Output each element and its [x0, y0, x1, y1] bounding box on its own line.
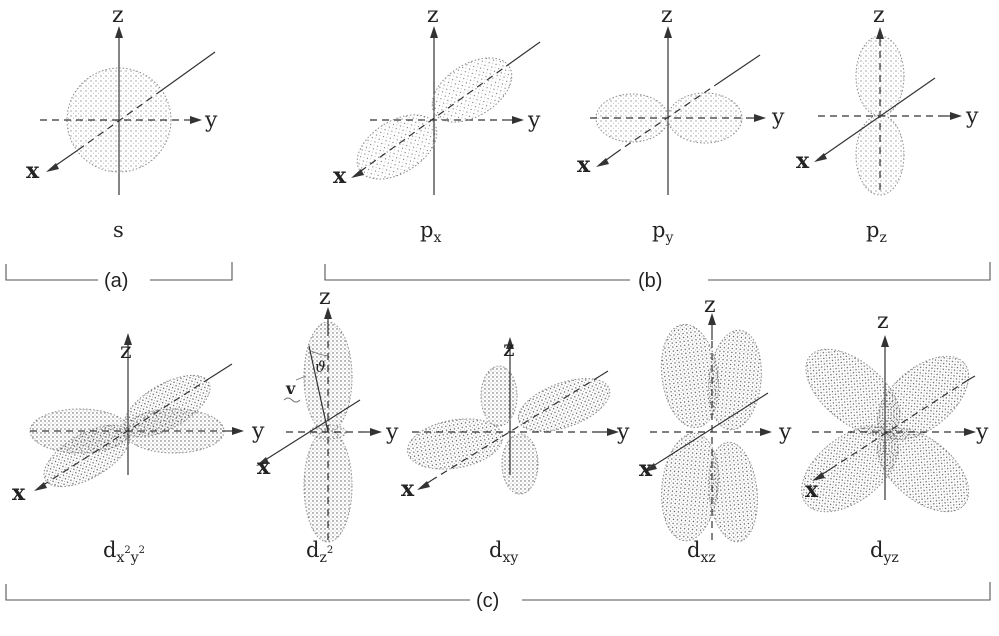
z-axis-label: z: [112, 3, 124, 28]
pz-orbital-figure: z y x pz: [796, 3, 979, 246]
y-axis-label: y: [975, 420, 989, 445]
y-axis-label: y: [204, 108, 218, 133]
group-bracket-a: (a): [5, 262, 233, 292]
dxz-orbital-figure: z y x dxz: [639, 293, 792, 566]
theta-symbol: ϑ: [315, 358, 326, 376]
dz2-orbital-figure: ϑ v z y x dz2: [256, 285, 399, 566]
z-axis-label: z: [503, 337, 515, 362]
group-bracket-b: (b): [324, 262, 991, 292]
v-vector-line: [308, 345, 329, 433]
x-axis-label: x: [26, 158, 40, 184]
orbital-label-s: s: [113, 218, 124, 242]
z-axis-label: z: [704, 293, 716, 318]
x-axis-label: x: [257, 454, 271, 480]
dxy-orbital-figure: z y x dxy: [401, 337, 630, 566]
y-axis-label: y: [778, 420, 792, 445]
orbital-label-dxz: dxz: [687, 538, 716, 566]
dyz-orbital-figure: z y x dyz: [801, 309, 989, 566]
x-axis-label: x: [401, 476, 415, 502]
px-orbital-figure: z y x px: [333, 3, 541, 246]
orbital-label-px: px: [420, 218, 441, 246]
z-axis-label: z: [427, 3, 439, 28]
y-axis-label: y: [616, 420, 630, 445]
x-axis-label: x: [12, 480, 26, 506]
orbital-label-py: py: [652, 218, 673, 246]
x-axis-label: x: [577, 152, 591, 178]
z-axis-label: z: [661, 3, 673, 28]
z-axis-label: z: [877, 309, 889, 334]
px-lobes: [356, 57, 513, 180]
x-axis-label: x: [333, 163, 347, 189]
s-orbital-figure: z y x s: [26, 3, 218, 242]
y-axis-label: y: [251, 419, 265, 444]
dyz-lobes: [801, 348, 970, 513]
orbital-label-dyz: dyz: [870, 538, 899, 566]
x-axis-label: x: [796, 148, 810, 174]
y-axis-label: y: [527, 108, 541, 133]
group-label-b: (b): [638, 270, 662, 292]
x-axis-label: x: [805, 477, 819, 503]
orbital-label-dxy: dxy: [489, 538, 518, 566]
y-axis-label: y: [965, 104, 979, 129]
y-axis-label: y: [385, 420, 399, 445]
z-axis-label: z: [319, 285, 331, 310]
group-bracket-c: (c): [5, 582, 991, 612]
group-label-a: (a): [104, 270, 128, 292]
dxz-lobes: [660, 323, 762, 543]
v-vector-label: v: [285, 379, 296, 398]
z-axis-label: z: [873, 3, 885, 28]
z-axis-label: z: [120, 339, 132, 364]
py-orbital-figure: z y x py: [577, 3, 785, 246]
dx2y2-orbital-figure: z y x dx2y2: [12, 333, 265, 566]
orbital-label-dz2: dz2: [306, 538, 333, 566]
orbital-label-pz: pz: [866, 218, 887, 246]
group-label-c: (c): [476, 590, 499, 612]
y-axis-label: y: [771, 105, 785, 130]
x-axis-label: x: [639, 456, 653, 482]
orbital-label-dx2y2: dx2y2: [103, 538, 145, 566]
